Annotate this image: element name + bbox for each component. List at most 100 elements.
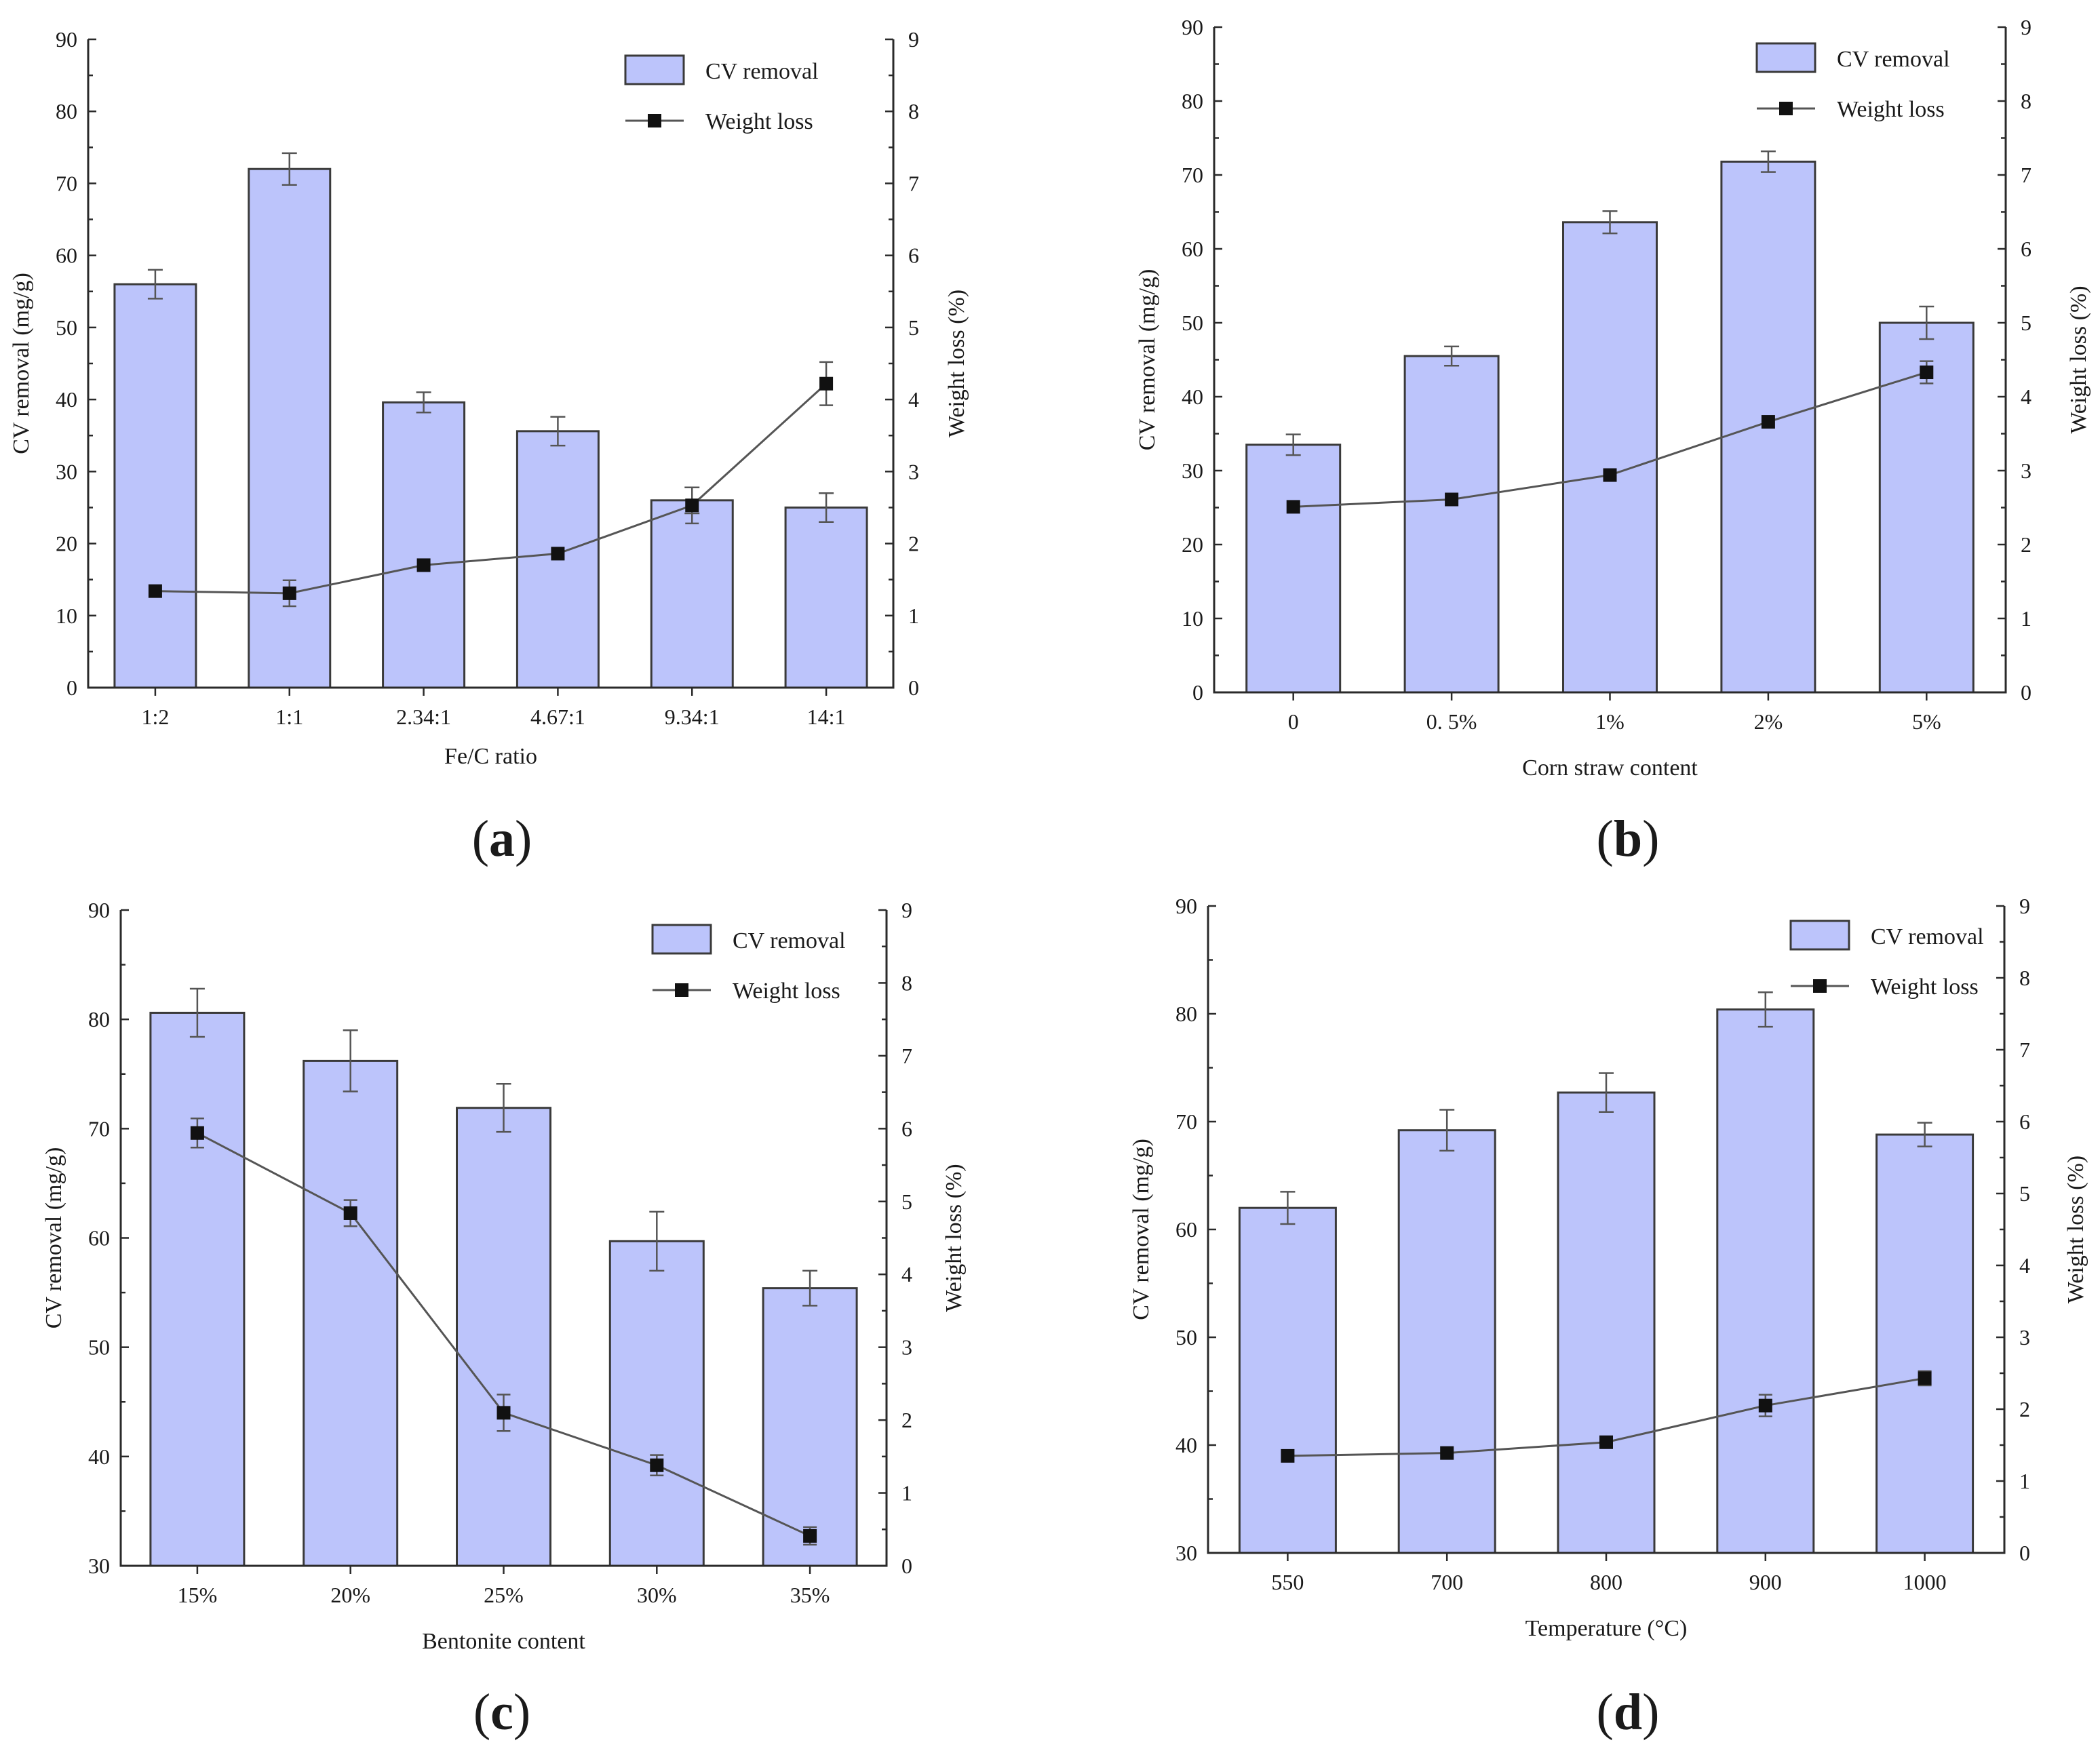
legend-label-bar-d: CV removal [1871, 924, 1984, 949]
bar-error-b-3 [1602, 210, 1618, 235]
chart-panel-c: 30 40 50 60 70 80 90 0 1 2 3 4 5 6 7 8 9 15% 20% 25% 30% 35% B… [41, 898, 967, 1654]
weight-loss-point-b-1 [1286, 500, 1300, 514]
bar-error-c-1 [189, 987, 205, 1038]
bar-c-1 [149, 1011, 246, 1567]
bar-error-a-1 [147, 269, 163, 300]
bar-error-d-4 [1757, 991, 1773, 1028]
y2-tick-label-a-9: 9 [908, 27, 919, 52]
legend-label-bar-b: CV removal [1837, 47, 1950, 72]
bar-b-2 [1403, 355, 1500, 694]
x-tick-label-c-1: 15% [178, 1583, 218, 1607]
y-axis-title-b: CV removal (mg/g) [1135, 269, 1160, 451]
x-tick-label-b-5: 5% [1912, 709, 1941, 734]
x-tick-label-b-4: 2% [1754, 709, 1783, 734]
y2-tick-label-c-3: 3 [901, 1335, 912, 1360]
bar-d-2 [1397, 1129, 1496, 1554]
weight-loss-point-a-1 [148, 584, 162, 598]
bar-a-6 [784, 506, 868, 689]
x-tick-label-a-6: 14:1 [807, 705, 846, 729]
legend-label-line-d: Weight loss [1871, 974, 1979, 1000]
bar-d-5 [1875, 1133, 1975, 1554]
weight-loss-point-d-1 [1281, 1448, 1295, 1463]
weight-loss-point-b-4 [1761, 415, 1775, 429]
y2-tick-label-b-7: 7 [2021, 163, 2031, 187]
y-tick-label-b-6: 60 [1182, 237, 1203, 261]
weight-loss-point-a-4 [551, 547, 565, 561]
weight-loss-point-b-3 [1603, 468, 1617, 482]
y2-tick-label-c-9: 9 [901, 898, 912, 922]
y2-axis-title-b: Weight loss (%) [2066, 285, 2091, 433]
bar-error-a-4 [550, 416, 566, 447]
y2-tick-label-d-4: 4 [2019, 1253, 2030, 1278]
y-tick-label-b-2: 20 [1182, 532, 1203, 557]
x-tick-label-b-1: 0 [1288, 709, 1299, 734]
x-tick-label-d-4: 900 [1749, 1570, 1782, 1594]
legend-swatch-bar-a [624, 54, 685, 85]
y2-tick-label-b-4: 4 [2021, 384, 2031, 409]
y2-tick-label-d-1: 1 [2019, 1469, 2030, 1493]
x-tick-label-a-4: 4.67:1 [530, 705, 585, 729]
y-tick-label-b-8: 80 [1182, 89, 1203, 113]
x-tick-label-b-2: 0. 5% [1426, 709, 1477, 734]
bar-error-a-6 [819, 492, 834, 523]
x-tick-label-a-5: 9.34:1 [665, 705, 720, 729]
x-tick-label-a-2: 1:1 [275, 705, 303, 729]
legend-label-line-b: Weight loss [1837, 97, 1945, 122]
x-axis-title-c: Bentonite content [422, 1629, 585, 1654]
y-tick-label-c-1: 40 [88, 1444, 110, 1469]
legend-swatch-marker-a [648, 114, 661, 127]
y2-tick-label-c-1: 1 [901, 1481, 912, 1505]
y-tick-label-b-3: 30 [1182, 458, 1203, 483]
bar-error-d-2 [1439, 1109, 1455, 1152]
y-tick-label-c-4: 70 [88, 1116, 110, 1141]
y-tick-label-a-4: 40 [56, 387, 77, 412]
weight-loss-point-b-2 [1445, 492, 1459, 507]
y2-tick-label-a-4: 4 [908, 387, 919, 412]
y2-tick-label-d-9: 9 [2019, 894, 2030, 918]
y2-tick-label-d-3: 3 [2019, 1325, 2030, 1349]
y-tick-label-b-7: 70 [1182, 163, 1203, 187]
legend-swatch-bar-c [651, 924, 712, 955]
weight-loss-line-a [155, 382, 828, 595]
bar-error-d-3 [1599, 1072, 1614, 1113]
weight-loss-point-c-2 [343, 1206, 357, 1220]
y-tick-label-b-5: 50 [1182, 311, 1203, 335]
bar-c-3 [456, 1107, 551, 1567]
bar-error-d-1 [1280, 1191, 1296, 1225]
y2-tick-label-a-2: 2 [908, 532, 919, 556]
bar-d-1 [1238, 1206, 1337, 1554]
weight-loss-point-c-1 [190, 1126, 204, 1140]
y-tick-label-c-6: 90 [88, 898, 110, 922]
weight-loss-point-b-5 [1920, 366, 1934, 380]
y2-axis-title-c: Weight loss (%) [941, 1164, 967, 1312]
y-tick-label-a-1: 10 [56, 604, 77, 628]
y2-tick-label-d-0: 0 [2019, 1541, 2030, 1565]
weight-loss-point-d-3 [1599, 1435, 1613, 1449]
bar-a-5 [650, 499, 734, 689]
bar-error-b-5 [1919, 305, 1934, 340]
y2-tick-label-b-6: 6 [2021, 237, 2031, 261]
legend-label-bar-a: CV removal [705, 59, 819, 84]
x-tick-label-c-4: 30% [637, 1583, 677, 1607]
y2-tick-label-c-6: 6 [901, 1116, 912, 1141]
bar-error-c-4 [649, 1210, 665, 1272]
y-tick-label-a-9: 90 [56, 27, 77, 52]
y-axis-title-c: CV removal (mg/g) [41, 1147, 66, 1329]
y2-tick-label-a-3: 3 [908, 459, 919, 484]
y2-tick-label-d-8: 8 [2019, 966, 2030, 990]
bar-b-5 [1878, 321, 1975, 694]
y-tick-label-b-9: 90 [1182, 15, 1203, 39]
weight-loss-point-a-5 [685, 498, 699, 513]
weight-loss-point-a-3 [416, 558, 431, 572]
chart-panel-a: 0 10 20 30 40 50 60 70 80 90 0 1 2 3 4 5 6 7 8 9 1:2 1:1 2.34:… [9, 27, 969, 769]
legend-swatch-marker-c [675, 983, 688, 997]
y-tick-label-d-2: 50 [1175, 1325, 1197, 1349]
y-tick-label-b-1: 10 [1182, 606, 1203, 631]
y2-axis-title-d: Weight loss (%) [2063, 1156, 2088, 1303]
y2-tick-label-b-8: 8 [2021, 89, 2031, 113]
panel-label-d: (d) [1597, 1684, 1660, 1741]
y2-tick-label-c-8: 8 [901, 970, 912, 995]
y2-tick-label-b-1: 1 [2021, 606, 2031, 631]
x-axis-title-d: Temperature (°C) [1525, 1616, 1688, 1641]
